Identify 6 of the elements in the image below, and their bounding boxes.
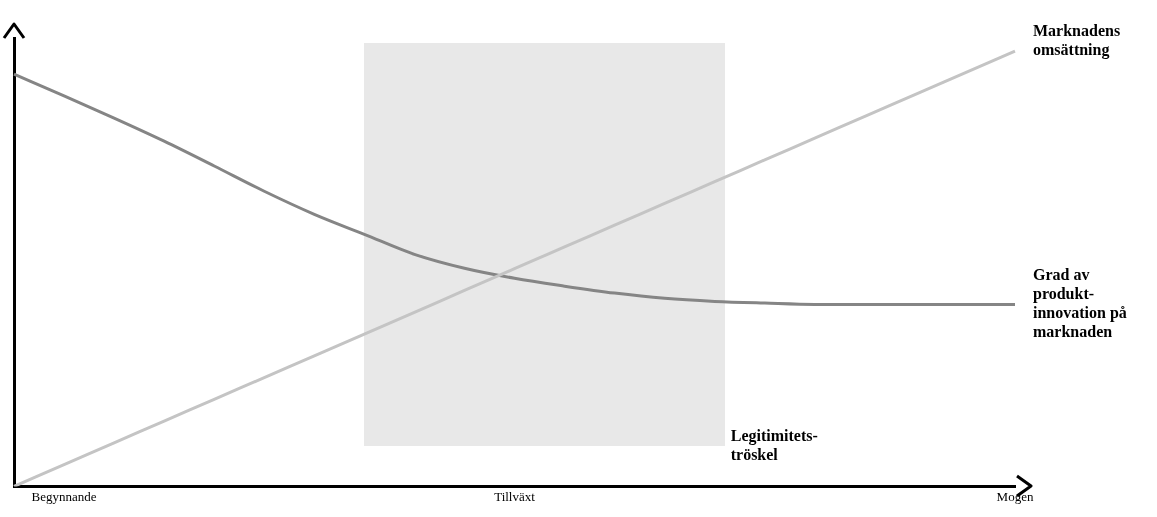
series-label: Grad av produkt-innovation på marknaden: [1033, 266, 1127, 341]
x-tick-label: Begynnande: [31, 488, 97, 504]
series-label: Marknadens omsättning: [1033, 21, 1121, 59]
annotation: Legitimitets-tröskel: [730, 426, 818, 463]
x-tick-label: Mogen: [996, 488, 1034, 504]
x-tick-label: Tillväxt: [494, 488, 536, 504]
